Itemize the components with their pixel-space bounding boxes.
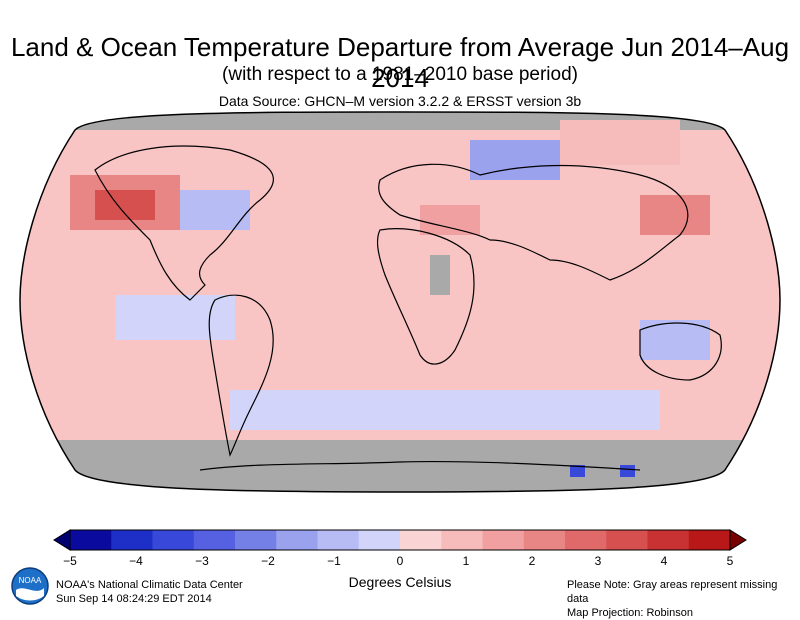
- scale-swatch: [400, 530, 442, 550]
- cold-spot-2: [620, 465, 635, 477]
- scale-swatch: [111, 530, 153, 550]
- scale-swatch: [688, 530, 731, 550]
- warm-anomaly-europe: [420, 205, 480, 235]
- scale-tick-label: −4: [129, 554, 143, 568]
- scale-min-arrow: [53, 529, 71, 551]
- scale-swatch: [523, 530, 566, 550]
- warm-anomaly-core: [95, 190, 155, 220]
- svg-text:NOAA: NOAA: [19, 576, 42, 585]
- scale-swatch: [70, 530, 112, 550]
- scale-border: [69, 529, 731, 551]
- scale-swatch: [441, 530, 483, 550]
- footer-right: Please Note: Gray areas represent missin…: [567, 578, 800, 620]
- org-name: NOAA's National Climatic Data Center: [56, 579, 243, 591]
- scale-swatch: [235, 530, 277, 550]
- scale-swatch: [606, 530, 648, 550]
- scale-swatch: [193, 530, 236, 550]
- scale-tick-label: −5: [63, 554, 77, 568]
- scale-tick-label: 3: [595, 554, 602, 568]
- scale-swatch: [482, 530, 525, 550]
- map-title: Land & Ocean Temperature Departure from …: [10, 32, 790, 93]
- scale-swatch: [358, 530, 401, 550]
- missing-data-note: Please Note: Gray areas represent missin…: [567, 579, 778, 605]
- map-subtitle: (with respect to a 1981–2010 base period…: [222, 64, 578, 85]
- antarctic-missing-area: [20, 440, 780, 492]
- footer-left: NOAA's National Climatic Data Center Sun…: [56, 578, 243, 606]
- globe-outline: [19, 111, 781, 493]
- data-source: Data Source: GHCN–M version 3.2.2 & ERSS…: [218, 93, 582, 109]
- scale-tick-label: 4: [661, 554, 668, 568]
- scale-tick-label: 2: [529, 554, 536, 568]
- scale-tick-label: −1: [327, 554, 341, 568]
- cool-anomaly-east-pacific: [115, 295, 235, 340]
- noaa-logo: NOAA: [11, 567, 49, 605]
- scale-tick-label: 0: [397, 554, 404, 568]
- scale-swatch: [152, 530, 195, 550]
- scale-tick-label: −3: [195, 554, 209, 568]
- scale-swatch: [317, 530, 360, 550]
- scale-swatch: [647, 530, 690, 550]
- scale-tick-label: 1: [463, 554, 470, 568]
- scale-tick-label: 5: [727, 554, 734, 568]
- scale-tick-label: −2: [261, 554, 275, 568]
- scale-swatch: [276, 530, 318, 550]
- units-label: Degrees Celsius: [348, 574, 452, 590]
- warm-anomaly-west-pacific: [640, 195, 710, 235]
- projection-note: Map Projection: Robinson: [567, 607, 693, 619]
- warm-anomaly-siberia: [560, 120, 680, 165]
- scale-max-arrow: [729, 529, 747, 551]
- timestamp: Sun Sep 14 08:24:29 EDT 2014: [56, 593, 212, 605]
- scale-swatch: [565, 530, 607, 550]
- missing-africa: [430, 255, 450, 295]
- coastlines: [94, 145, 722, 471]
- cold-spot-1: [570, 465, 585, 477]
- cool-anomaly-southern-ocean: [230, 390, 660, 430]
